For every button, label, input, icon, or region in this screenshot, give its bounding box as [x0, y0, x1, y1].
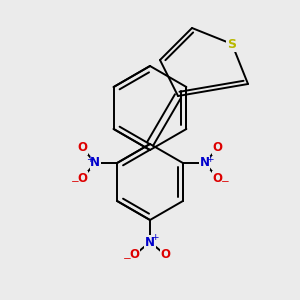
- Text: −: −: [220, 177, 229, 187]
- Text: N: N: [200, 157, 210, 169]
- Text: O: O: [130, 248, 140, 261]
- Text: +: +: [151, 233, 159, 242]
- Text: O: O: [160, 248, 170, 261]
- Text: +: +: [206, 154, 214, 164]
- Text: −: −: [71, 177, 80, 187]
- Text: S: S: [227, 38, 236, 50]
- Text: O: O: [213, 172, 223, 185]
- Text: N: N: [90, 157, 100, 169]
- Text: +: +: [86, 154, 94, 164]
- Text: O: O: [77, 141, 87, 154]
- Text: O: O: [213, 141, 223, 154]
- Text: O: O: [77, 172, 87, 185]
- Text: N: N: [145, 236, 155, 248]
- Text: −: −: [123, 254, 132, 264]
